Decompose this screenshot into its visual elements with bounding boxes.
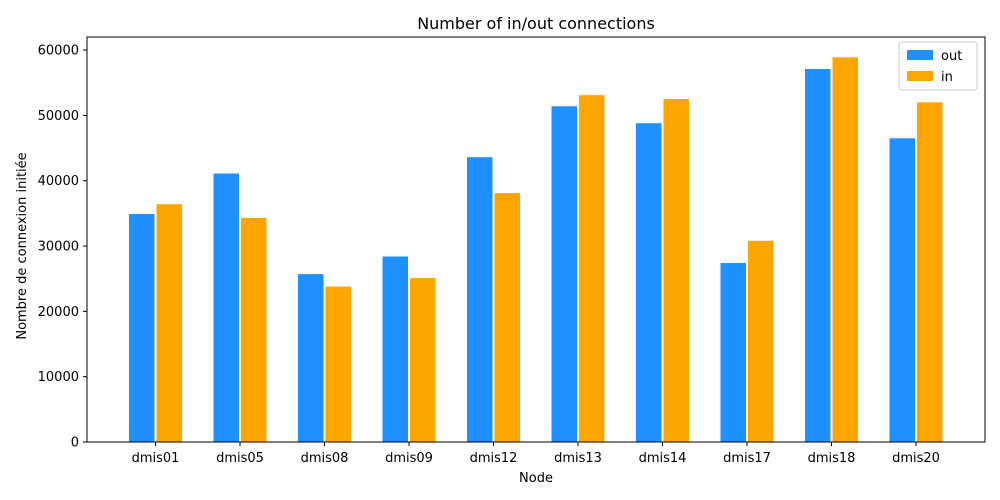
bar-out-dmis09 — [382, 256, 408, 442]
bar-out-dmis13 — [551, 106, 577, 442]
x-tick-label: dmis18 — [808, 451, 856, 466]
y-tick-label: 60000 — [38, 44, 79, 59]
bar-out-dmis17 — [720, 263, 746, 442]
bar-out-dmis01 — [129, 214, 155, 442]
bar-out-dmis14 — [636, 123, 662, 443]
bar-in-dmis14 — [663, 99, 689, 442]
y-tick-label: 40000 — [38, 174, 79, 189]
x-axis-label: Node — [519, 471, 553, 486]
x-tick-label: dmis14 — [639, 451, 687, 466]
bar-in-dmis01 — [156, 204, 182, 442]
y-tick-label: 50000 — [38, 109, 79, 124]
bars-group — [129, 57, 943, 443]
legend-label-in: in — [941, 70, 953, 85]
bar-out-dmis12 — [467, 157, 493, 442]
bar-out-dmis08 — [298, 274, 324, 442]
y-tick-label: 10000 — [38, 370, 79, 385]
x-tick-label: dmis05 — [216, 451, 264, 466]
x-tick-label: dmis09 — [385, 451, 433, 466]
bar-out-dmis20 — [889, 138, 915, 442]
y-tick-label: 0 — [71, 436, 79, 451]
legend-swatch-in — [907, 71, 933, 81]
x-tick-label: dmis08 — [301, 451, 349, 466]
plot-frame — [86, 36, 986, 443]
legend-label-out: out — [941, 49, 962, 64]
chart-title: Number of in/out connections — [417, 14, 655, 33]
x-tick-label: dmis17 — [723, 451, 771, 466]
y-tick-label: 20000 — [38, 305, 79, 320]
bar-out-dmis18 — [805, 69, 831, 443]
legend-swatch-out — [907, 50, 933, 60]
x-tick-label: dmis20 — [892, 451, 940, 466]
bar-in-dmis18 — [832, 57, 858, 442]
legend: out in — [898, 41, 978, 91]
legend-box — [898, 41, 978, 91]
bar-in-dmis12 — [494, 193, 520, 442]
bar-in-dmis08 — [325, 286, 351, 442]
x-tick-label: dmis13 — [554, 451, 602, 466]
bar-in-dmis17 — [748, 240, 774, 442]
y-tick-label: 30000 — [38, 240, 79, 255]
bar-in-dmis20 — [917, 102, 943, 443]
x-tick-label: dmis12 — [470, 451, 518, 466]
bar-in-dmis05 — [241, 217, 267, 442]
bar-in-dmis13 — [579, 95, 605, 443]
bar-out-dmis05 — [213, 173, 239, 442]
axes-group: 0 10000 20000 30000 40000 50000 60000 dmis01 dmi… — [38, 36, 986, 466]
y-axis-label: Nombre de connexion initiée — [15, 152, 30, 339]
x-tick-label: dmis01 — [132, 451, 180, 466]
bar-in-dmis09 — [410, 278, 436, 442]
